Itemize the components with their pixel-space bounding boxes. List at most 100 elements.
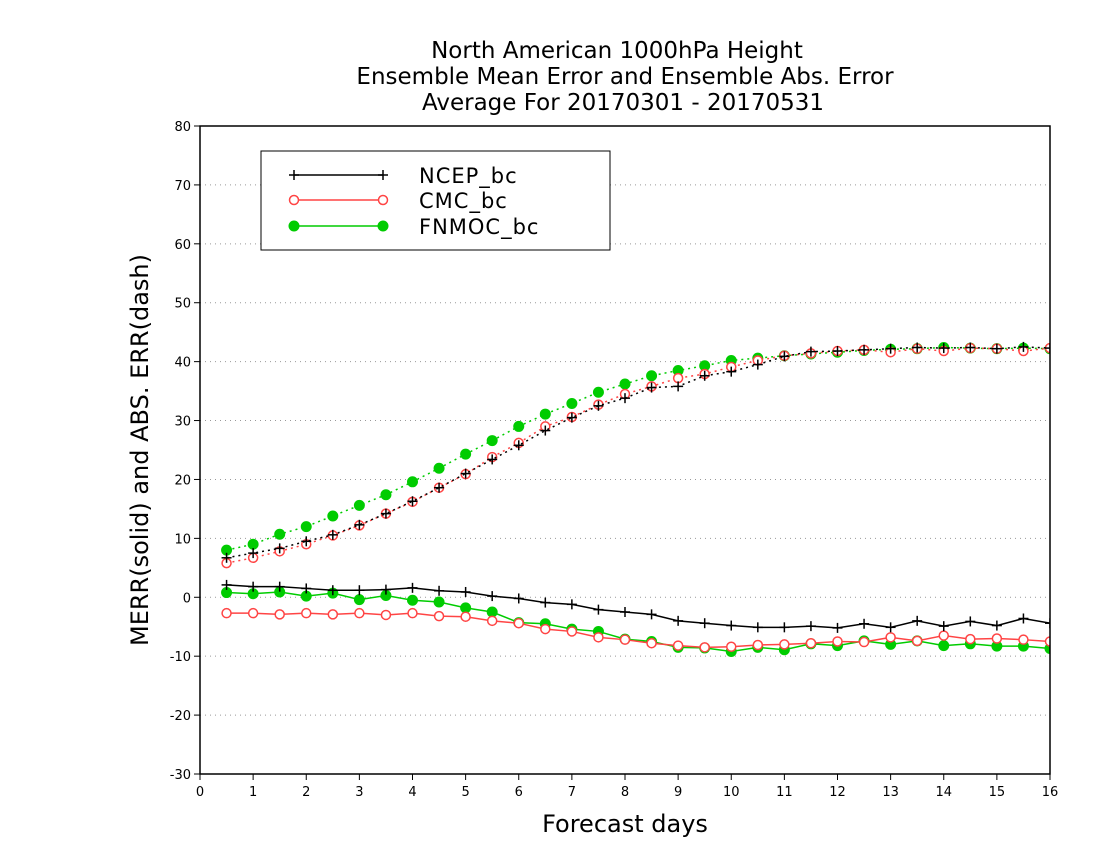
- merr-point: [1045, 618, 1050, 629]
- y-tick-label: 0: [183, 591, 191, 606]
- abs-err-point: [779, 351, 790, 362]
- abs-err-point: [752, 359, 763, 370]
- merr-point: [487, 591, 498, 602]
- abs-err-point: [460, 448, 472, 460]
- merr-point: [620, 607, 630, 617]
- merr-point: [380, 584, 391, 595]
- y-tick-label: 50: [174, 297, 191, 312]
- merr-point: [301, 607, 312, 619]
- x-axis-label: Forecast days: [542, 810, 708, 838]
- legend-marker: [377, 220, 389, 232]
- x-tick-label: 13: [882, 785, 899, 800]
- abs-err-point: [646, 370, 658, 382]
- abs-err-line-FNMOC_bc: [226, 346, 1050, 551]
- abs-err-point: [885, 343, 896, 354]
- merr-point: [407, 582, 418, 593]
- x-tick-label: 5: [461, 785, 469, 800]
- y-tick-label: 30: [174, 415, 191, 430]
- x-tick-label: 14: [935, 785, 952, 800]
- abs-err-point: [513, 440, 524, 451]
- abs-err-point: [353, 499, 365, 511]
- abs-err-point: [327, 529, 338, 540]
- merr-point: [858, 636, 870, 648]
- y-tick-label: 40: [174, 356, 191, 371]
- legend-marker: [377, 194, 389, 206]
- merr-point: [353, 594, 365, 606]
- series-NCEP_bc: [221, 341, 1050, 633]
- legend-label: NCEP_bc: [419, 164, 518, 189]
- merr-point: [486, 615, 498, 627]
- abs-err-point: [620, 393, 630, 404]
- merr-point: [1044, 636, 1050, 647]
- merr-point: [938, 630, 949, 641]
- chart-title: North American 1000hPa Height Ensemble M…: [356, 38, 894, 116]
- abs-err-point: [434, 482, 445, 493]
- merr-point: [752, 622, 763, 633]
- abs-err-point: [726, 366, 737, 377]
- x-tick-label: 15: [989, 785, 1006, 800]
- chart-title-line-3: Average For 20170301 - 20170531: [422, 90, 824, 116]
- merr-point: [673, 615, 684, 626]
- merr-point: [513, 593, 524, 604]
- merr-point: [433, 610, 445, 622]
- legend-marker: [378, 170, 388, 180]
- series-CMC_bc: [221, 342, 1050, 653]
- y-tick-label: 10: [174, 532, 191, 547]
- merr-point: [699, 642, 710, 653]
- abs-err-point: [301, 536, 312, 547]
- merr-point: [540, 623, 551, 635]
- merr-point: [593, 604, 604, 615]
- merr-point: [646, 637, 657, 649]
- merr-point: [646, 609, 657, 620]
- abs-err-point: [221, 552, 232, 563]
- merr-point: [752, 639, 764, 651]
- merr-point: [407, 607, 418, 619]
- merr-point: [513, 617, 524, 629]
- merr-point: [566, 626, 578, 637]
- x-tick-label: 9: [674, 785, 682, 800]
- merr-point: [221, 607, 232, 619]
- abs-err-point: [1018, 341, 1029, 352]
- plot-frame: [199, 125, 1051, 775]
- x-tick-label: 4: [408, 785, 416, 800]
- merr-point: [301, 583, 312, 594]
- abs-err-point: [380, 489, 392, 501]
- merr-point: [274, 609, 285, 620]
- abs-err-point: [672, 372, 684, 384]
- merr-point: [965, 633, 976, 645]
- x-tick-label: 10: [723, 785, 740, 800]
- abs-err-line-NCEP_bc: [226, 346, 1050, 559]
- merr-point: [221, 579, 232, 590]
- abs-err-point: [274, 543, 285, 554]
- abs-err-point: [327, 510, 339, 522]
- x-tick-label: 8: [621, 785, 629, 800]
- merr-point: [779, 639, 790, 650]
- merr-point: [938, 640, 950, 652]
- x-tick-label: 2: [302, 785, 310, 800]
- abs-err-line-CMC_bc: [226, 347, 1050, 564]
- merr-point: [248, 581, 259, 592]
- abs-err-point: [540, 425, 551, 436]
- x-tick-label: 1: [249, 785, 257, 800]
- abs-err-point: [513, 420, 525, 432]
- x-tick-label: 6: [515, 785, 523, 800]
- merr-point: [460, 586, 471, 597]
- abs-err-point: [699, 370, 710, 381]
- y-tick-label: 70: [174, 179, 191, 194]
- series-FNMOC_bc: [221, 341, 1050, 657]
- abs-err-point: [354, 519, 365, 530]
- abs-err-point: [859, 344, 870, 355]
- merr-point: [859, 618, 870, 629]
- abs-err-point: [912, 342, 923, 353]
- y-tick-label: 60: [174, 238, 191, 253]
- merr-point: [619, 634, 631, 645]
- abs-err-point: [965, 342, 976, 353]
- abs-err-point: [433, 462, 445, 474]
- abs-err-point: [832, 346, 843, 357]
- merr-point: [354, 585, 365, 596]
- abs-err-point: [407, 476, 418, 488]
- merr-point: [832, 622, 843, 633]
